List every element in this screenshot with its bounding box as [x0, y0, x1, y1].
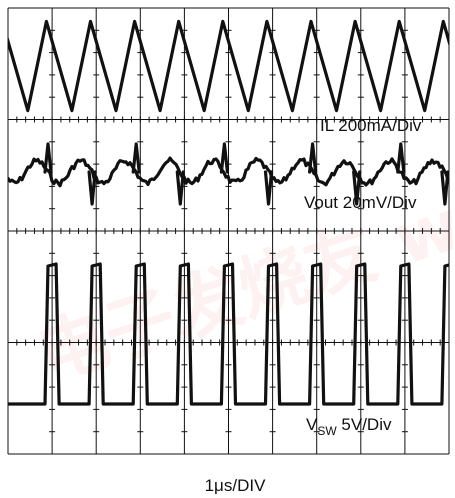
vout-spike	[396, 142, 406, 174]
vout-spike	[263, 170, 274, 206]
vsw-trace-label: VSW 5V/Div	[306, 415, 392, 438]
vout-spike	[87, 170, 97, 206]
time-per-division-label: 1μs/DIV	[205, 476, 266, 495]
vout-spike	[352, 170, 362, 206]
vout-spike	[219, 142, 229, 174]
vout-trace-label: Vout 20mV/Div	[304, 193, 417, 212]
vout-spike	[131, 142, 141, 174]
vout-trace	[8, 156, 449, 188]
il-trace-label: IL 200mA/Div	[320, 116, 422, 135]
vout-spike	[175, 170, 185, 206]
vout-spike	[43, 142, 53, 174]
vout-spike	[308, 142, 318, 174]
vsw-trace	[8, 262, 449, 406]
vout-spike	[440, 170, 449, 206]
scope-traces	[8, 19, 449, 406]
il-trace	[8, 19, 449, 113]
